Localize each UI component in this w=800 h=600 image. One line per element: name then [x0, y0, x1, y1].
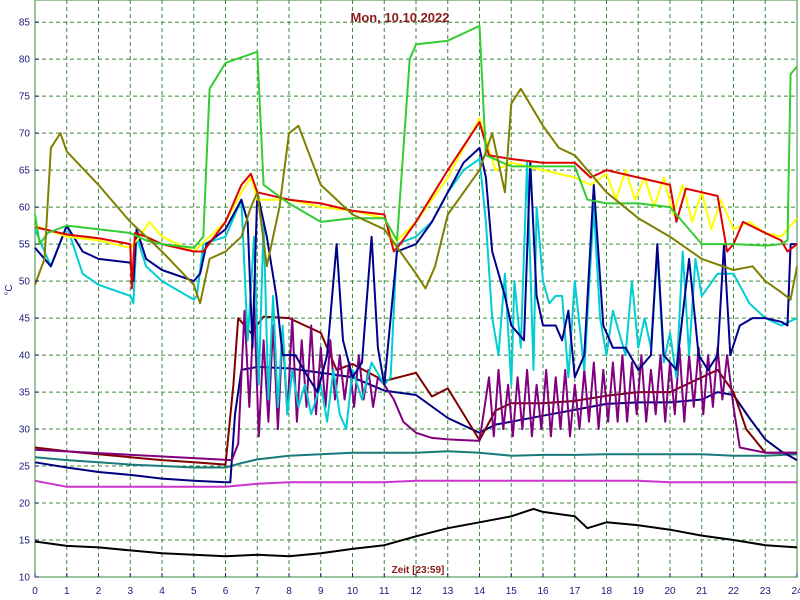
y-tick-label: 30	[19, 425, 31, 436]
x-tick-label: 12	[410, 586, 422, 597]
x-tick-label: 7	[254, 586, 260, 597]
x-tick-label: 10	[347, 586, 359, 597]
series-line-3	[34, 450, 798, 469]
x-tick-label: 24	[791, 586, 800, 597]
series-line-1	[34, 507, 798, 558]
y-tick-label: 65	[19, 166, 31, 177]
x-tick-label: 4	[159, 586, 165, 597]
x-tick-label: 21	[696, 586, 708, 597]
x-tick-label: 16	[537, 586, 549, 597]
y-tick-label: 45	[19, 314, 31, 325]
y-tick-label: 25	[19, 462, 31, 473]
x-tick-label: 11	[379, 586, 390, 597]
x-tick-label: 20	[664, 586, 676, 597]
x-tick-label: 2	[96, 586, 102, 597]
y-tick-label: 55	[19, 240, 31, 251]
series-line-12	[34, 87, 798, 305]
x-axis-label: Zeit [23:59]	[392, 565, 445, 576]
y-tick-label: 35	[19, 388, 31, 399]
y-tick-label: 40	[19, 351, 31, 362]
y-tick-labels: 10 15 20 25 30 35 40 45 50 55 60 65 70 75 80 85	[19, 18, 39, 584]
x-tick-label: 18	[601, 586, 613, 597]
x-tick-label: 23	[760, 586, 772, 597]
y-tick-label: 20	[19, 499, 31, 510]
y-tick-label: 15	[19, 536, 31, 547]
x-tick-label: 8	[286, 586, 292, 597]
x-tick-label: 22	[728, 586, 740, 597]
x-tick-label: 17	[569, 586, 581, 597]
x-tick-label: 5	[191, 586, 197, 597]
x-tick-label: 6	[223, 586, 229, 597]
x-tick-label: 19	[633, 586, 645, 597]
chart-title: Mon, 10.10.2022	[351, 10, 450, 25]
y-tick-label: 85	[19, 18, 31, 29]
series-line-9	[34, 117, 798, 253]
x-tick-label: 13	[442, 586, 454, 597]
x-tick-label: 1	[64, 586, 70, 597]
x-tick-label: 0	[32, 586, 38, 597]
x-tick-labels: 0 1 2 3 4 5 6 7 8 9 10 11 12 13 14 15 16 17 18 19 20 21 22 23 24	[32, 573, 800, 597]
series-line-11	[34, 24, 798, 249]
series-line-2	[34, 479, 797, 488]
series-lines	[34, 24, 798, 558]
y-tick-label: 75	[19, 92, 31, 103]
x-tick-label: 15	[506, 586, 518, 597]
y-tick-label: 50	[19, 277, 31, 288]
y-tick-label: 70	[19, 129, 31, 140]
y-tick-label: 60	[19, 203, 31, 214]
series-line-6	[34, 302, 797, 462]
y-tick-label: 10	[19, 573, 31, 584]
x-tick-label: 3	[127, 586, 133, 597]
x-tick-label: 9	[318, 586, 324, 597]
y-tick-label: 80	[19, 55, 31, 66]
series-line-8	[34, 146, 797, 394]
x-tick-label: 14	[474, 586, 486, 597]
y-axis-label: °C	[4, 284, 15, 295]
